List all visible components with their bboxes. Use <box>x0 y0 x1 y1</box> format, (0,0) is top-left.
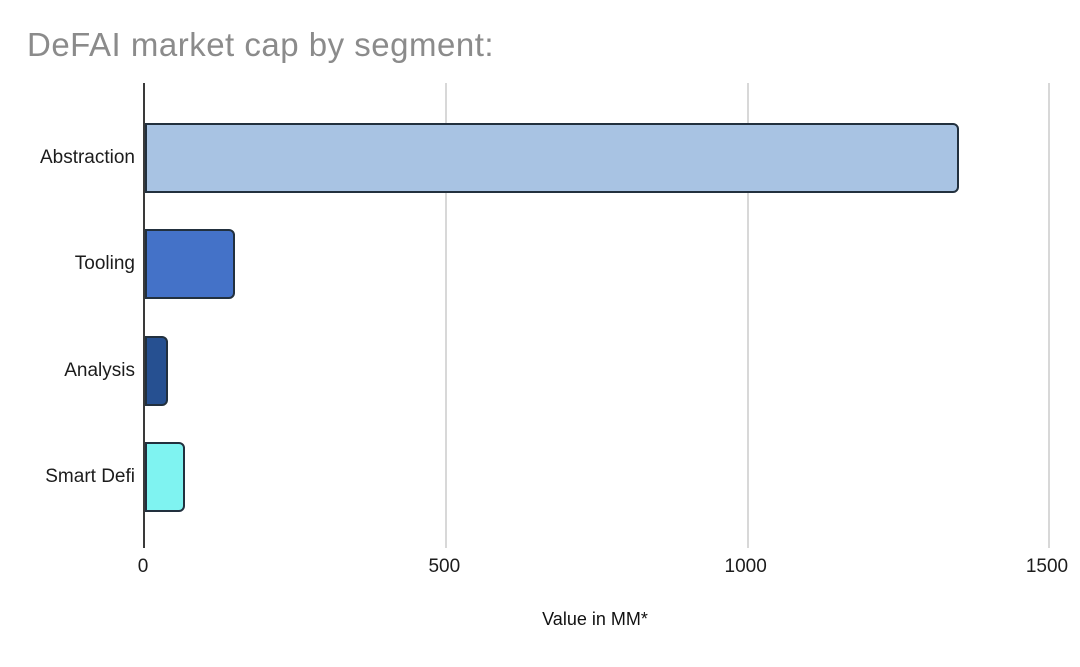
x-axis-label: Value in MM* <box>542 609 648 629</box>
bars <box>145 83 1049 548</box>
plot-area <box>143 83 1050 548</box>
category-label-abstraction: Abstraction <box>39 147 135 168</box>
x-axis-ticks: 0 500 1000 1500 <box>138 556 1068 582</box>
gridline-1500 <box>1048 83 1050 548</box>
category-labels: Abstraction Tooling Analysis Smart Defi <box>0 0 135 667</box>
category-label-analysis: Analysis <box>64 359 135 381</box>
chart-title: DeFAI market cap by segment: <box>27 26 495 63</box>
bar-abstraction <box>145 123 959 193</box>
x-tick-label-1500: 1500 <box>1025 556 1069 577</box>
bar-tooling <box>145 229 236 300</box>
x-tick-label-500: 500 <box>428 556 461 577</box>
gridline-1000 <box>746 83 749 548</box>
bar-analysis <box>145 335 168 406</box>
bar-smart-defi <box>145 441 185 512</box>
x-tick-label-1000: 1000 <box>724 556 767 577</box>
gridline-500 <box>445 83 448 548</box>
x-tick-label-0: 0 <box>137 556 149 577</box>
category-label-tooling: Tooling <box>74 253 135 275</box>
category-label-smart-defi: Smart Defi <box>45 465 135 487</box>
